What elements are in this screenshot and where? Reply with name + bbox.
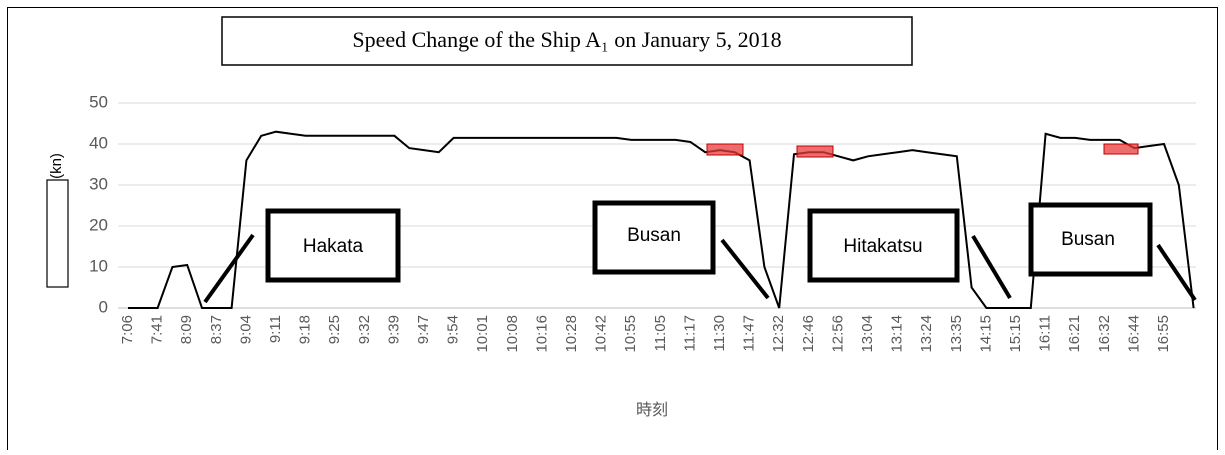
x-tick-label: 9:32 [356, 315, 373, 344]
x-tick-label: 11:17 [681, 315, 698, 351]
y-tick-label: 40 [89, 133, 108, 152]
x-tick-label: 8:37 [208, 315, 225, 344]
x-tick-label: 9:47 [415, 315, 432, 344]
x-tick-label: 13:04 [859, 315, 876, 353]
y-label-box [46, 179, 69, 288]
frame [7, 7, 1218, 455]
x-tick-label: 10:08 [504, 315, 521, 353]
x-tick-label: 7:41 [149, 315, 166, 344]
x-tick-label: 7:06 [119, 315, 136, 344]
annotation: Busan [627, 225, 681, 246]
x-tick-label: 15:15 [1007, 315, 1024, 353]
pointer [971, 234, 1012, 300]
y-tick-label: 0 [99, 297, 108, 316]
x-tick-label: 13:14 [889, 315, 906, 353]
x-tick-label: 13:24 [918, 315, 935, 353]
y-tick-label: 10 [89, 256, 108, 275]
highlight [796, 145, 834, 158]
x-tick-label: 9:18 [297, 315, 314, 344]
x-tick-label: 12:56 [829, 315, 846, 353]
highlight [706, 143, 744, 156]
x-tick-label: 16:11 [1037, 315, 1054, 351]
annotation-box [265, 208, 401, 283]
x-tick-label: 9:11 [267, 315, 284, 343]
annotation-box [1028, 202, 1153, 277]
x-tick-label: 10:16 [533, 315, 550, 353]
x-tick-label: 16:32 [1096, 315, 1113, 353]
x-tick-label: 11:47 [741, 315, 758, 351]
x-axis-label: 時刻 [636, 401, 668, 419]
x-tick-label: 10:55 [622, 315, 639, 353]
annotation: Hitakatsu [843, 236, 922, 257]
x-tick-label: 12:46 [800, 315, 817, 353]
x-tick-label: 9:04 [237, 315, 254, 344]
pointer [203, 233, 255, 304]
x-tick-label: 8:09 [178, 315, 195, 344]
y-tick-label: 50 [89, 92, 108, 111]
x-tick-label: 9:54 [445, 315, 462, 344]
chart-title: Speed Change of the Ship A₁ on January 5… [352, 27, 781, 52]
x-tick-label: 13:35 [948, 315, 965, 353]
annotation: Busan [1061, 229, 1115, 250]
pointer [720, 238, 770, 300]
y-axis-label: (kn) [48, 153, 65, 179]
x-tick-label: 16:21 [1066, 315, 1083, 353]
x-tick-label: 11:30 [711, 315, 728, 351]
x-tick-label: 10:01 [474, 315, 491, 353]
x-tick-label: 9:25 [326, 315, 343, 344]
annotation-box [807, 208, 960, 283]
y-tick-label: 20 [89, 215, 108, 234]
annotation-box [592, 200, 716, 275]
highlight [1103, 143, 1139, 155]
y-tick-label: 30 [89, 174, 108, 193]
annotation: Hakata [303, 236, 364, 257]
x-tick-label: 14:15 [977, 315, 994, 353]
x-tick-label: 12:32 [770, 315, 787, 353]
x-tick-label: 16:55 [1155, 315, 1172, 353]
x-tick-label: 9:39 [385, 315, 402, 344]
title-box [221, 16, 913, 66]
x-tick-label: 10:42 [593, 315, 610, 353]
x-tick-label: 16:44 [1125, 315, 1142, 353]
line [128, 130, 1195, 309]
pointer [1156, 243, 1197, 302]
x-tick-label: 11:05 [652, 315, 669, 351]
x-tick-label: 10:28 [563, 315, 580, 353]
